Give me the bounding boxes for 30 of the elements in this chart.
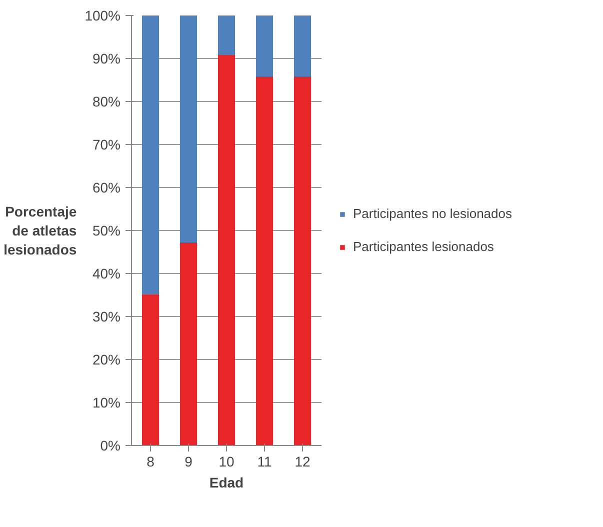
bar: [180, 16, 198, 243]
x-tick-label: 12: [294, 454, 310, 470]
y-axis-title: Porcentaje de atletas lesionados: [4, 203, 77, 258]
y-tick-label: 10%: [92, 394, 121, 410]
x-tick-label: 10: [218, 454, 234, 470]
y-tick-label: 20%: [92, 352, 121, 368]
legend-label: Participantes no lesionados: [353, 206, 512, 221]
y-tick-label: 80%: [92, 94, 121, 110]
x-tick-label: 11: [257, 454, 272, 470]
bar: [180, 242, 198, 446]
bar: [218, 55, 236, 446]
y-tick-label: 60%: [92, 180, 121, 196]
y-tick-label: 70%: [92, 136, 121, 152]
y-tick-label: 100%: [84, 8, 121, 24]
x-axis-title: Edad: [209, 474, 244, 490]
bar: [142, 16, 160, 294]
legend-label: Participantes lesionados: [353, 239, 494, 254]
x-tick-label: 8: [146, 454, 155, 470]
bar: [256, 16, 274, 77]
bar: [294, 16, 312, 77]
bar: [218, 16, 236, 56]
y-tick-label: 90%: [92, 50, 121, 66]
bar: [142, 294, 160, 446]
y-tick-label: 40%: [92, 266, 121, 282]
bar: [256, 76, 274, 446]
x-tick-label: 9: [184, 454, 193, 470]
y-tick-label: 30%: [92, 308, 121, 324]
y-tick-label: 0%: [100, 438, 120, 454]
y-tick-label: 50%: [92, 222, 121, 238]
bar: [294, 76, 312, 446]
